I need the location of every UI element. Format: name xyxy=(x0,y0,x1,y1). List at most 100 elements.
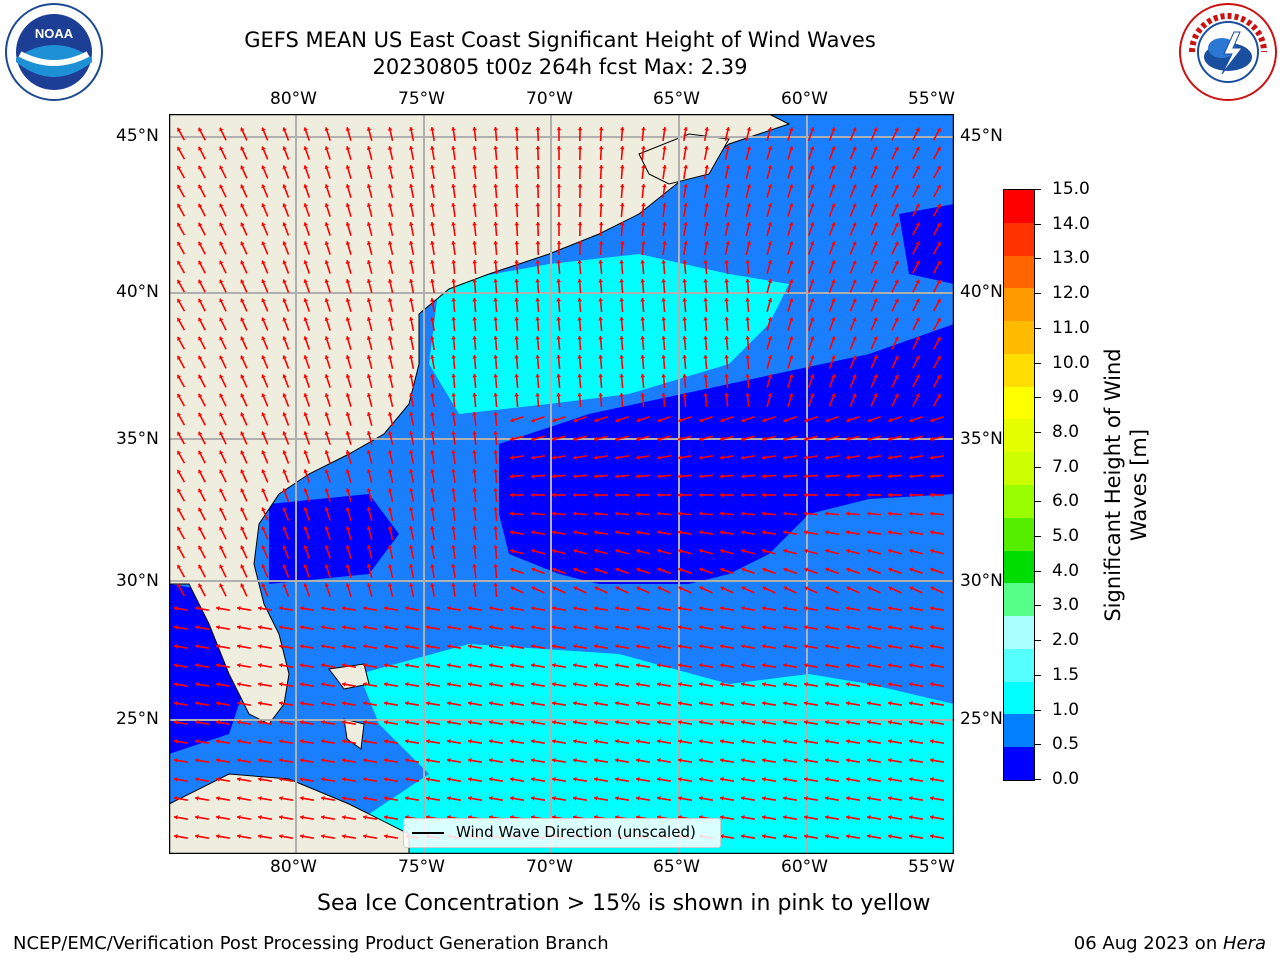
wave-arrow-head xyxy=(804,492,808,498)
wave-arrow-head xyxy=(261,203,266,208)
wave-arrow-head xyxy=(852,260,857,265)
wave-arrow-head xyxy=(846,720,850,725)
wave-arrow-head xyxy=(783,436,787,442)
sea-ice-note: Sea Ice Concentration > 15% is shown in … xyxy=(317,891,931,916)
wave-arrow-head xyxy=(177,507,182,512)
wave-arrow-head xyxy=(282,222,287,227)
wave-arrow-head xyxy=(237,606,241,611)
wave-arrow-head xyxy=(741,758,745,763)
wave-arrow-head xyxy=(279,701,283,706)
wave-arrow-head xyxy=(783,777,787,782)
wave-arrow-head xyxy=(894,165,899,170)
wave-arrow-head xyxy=(678,567,683,572)
wave-arrow-head xyxy=(198,564,203,569)
wave-arrow-head xyxy=(573,567,578,572)
wave-arrow-head xyxy=(699,586,704,591)
wave-arrow-head xyxy=(216,701,220,706)
wave-arrow-head xyxy=(177,393,182,398)
wave-arrow-head xyxy=(930,796,934,801)
wave-arrow-head xyxy=(510,701,514,706)
wave-arrow-head xyxy=(321,644,325,649)
wave-arrow-head xyxy=(405,682,409,687)
wave-arrow-head xyxy=(724,317,730,321)
wave-arrow-head xyxy=(552,455,556,460)
wave-arrow-head xyxy=(577,317,583,321)
wave-arrow-head xyxy=(831,260,836,265)
wave-arrow-head xyxy=(657,720,661,725)
wave-arrow-head xyxy=(531,682,535,687)
wave-arrow-head xyxy=(720,511,724,517)
wave-arrow-head xyxy=(662,241,667,245)
wave-arrow-head xyxy=(573,436,577,442)
colorbar-label: Significant Height of Wind Waves [m] xyxy=(1100,205,1152,765)
wave-arrow-head xyxy=(573,548,577,554)
wave-arrow-head xyxy=(472,317,478,321)
colorbar-tick-label: 14.0 xyxy=(1052,213,1090,234)
wave-arrow-head xyxy=(384,682,388,687)
wave-arrow-head xyxy=(682,393,688,397)
wave-arrow-head xyxy=(237,758,241,763)
wave-arrow-head xyxy=(936,260,941,265)
wave-arrow-head xyxy=(657,530,661,535)
wave-arrow-head xyxy=(324,222,330,227)
wave-arrow-head xyxy=(303,450,308,455)
wave-arrow-head xyxy=(894,298,899,303)
wave-arrow-head xyxy=(699,682,703,687)
wave-arrow-head xyxy=(915,355,920,360)
wave-arrow-head xyxy=(783,492,787,498)
wave-arrow-head xyxy=(915,279,920,284)
wave-arrow-head xyxy=(321,815,325,820)
wave-arrow-head xyxy=(342,815,346,820)
wave-arrow-head xyxy=(746,146,752,150)
wave-arrow-head xyxy=(683,222,688,226)
wave-arrow-head xyxy=(767,127,773,132)
colorbar-segment xyxy=(1004,485,1034,519)
wave-arrow-head xyxy=(641,165,646,169)
wave-arrow-head xyxy=(804,663,808,668)
wave-arrow-head xyxy=(846,758,850,763)
wave-arrow-head xyxy=(915,184,920,189)
wave-arrow-head xyxy=(598,355,604,359)
wave-arrow-head xyxy=(888,682,892,687)
wave-arrow-head xyxy=(430,374,435,378)
wave-arrow-head xyxy=(177,260,182,265)
wave-arrow-head xyxy=(615,586,620,591)
wave-arrow-head xyxy=(345,279,351,284)
wave-arrow-head xyxy=(387,222,393,226)
wave-arrow-head xyxy=(387,355,393,359)
wave-arrow-head xyxy=(174,758,178,763)
wave-arrow-head xyxy=(724,279,730,283)
wave-arrow-head xyxy=(451,564,456,568)
wave-arrow-head xyxy=(219,564,224,569)
wave-arrow-head xyxy=(783,720,787,725)
wave-arrow-head xyxy=(678,682,682,687)
wave-arrow-head xyxy=(279,720,283,725)
wave-arrow-head xyxy=(661,279,667,283)
colorbar-tick-label: 0.0 xyxy=(1052,769,1080,789)
wave-arrow-head xyxy=(915,298,920,303)
wave-arrow-head xyxy=(598,393,604,397)
wave-arrow-head xyxy=(783,834,787,839)
wave-arrow-head xyxy=(873,355,878,360)
wave-arrow-head xyxy=(552,644,556,649)
wave-arrow-head xyxy=(788,374,794,379)
wave-arrow-head xyxy=(852,279,857,284)
wave-arrow-head xyxy=(930,548,934,554)
wave-arrow-head xyxy=(741,586,746,591)
wave-arrow-head xyxy=(514,355,520,359)
wave-arrow-head xyxy=(767,279,773,284)
wave-arrow-head xyxy=(846,530,850,535)
wave-arrow-head xyxy=(720,417,725,423)
wave-arrow-head xyxy=(810,203,815,208)
wave-arrow-head xyxy=(426,701,430,706)
wave-arrow-head xyxy=(366,412,372,416)
wave-arrow-head xyxy=(741,834,745,839)
wave-arrow-head xyxy=(261,450,266,455)
wave-arrow-head xyxy=(909,511,913,517)
wave-arrow-head xyxy=(598,241,604,245)
wave-arrow-head xyxy=(762,815,766,820)
wave-arrow-head xyxy=(195,834,199,839)
wave-arrow-head xyxy=(783,530,787,535)
wave-arrow-head xyxy=(177,374,182,379)
wave-arrow-head xyxy=(324,488,330,493)
